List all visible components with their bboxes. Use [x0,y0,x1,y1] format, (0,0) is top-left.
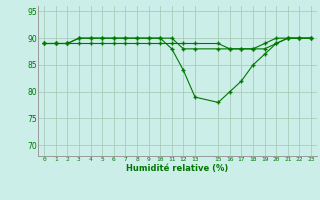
X-axis label: Humidité relative (%): Humidité relative (%) [126,164,229,173]
